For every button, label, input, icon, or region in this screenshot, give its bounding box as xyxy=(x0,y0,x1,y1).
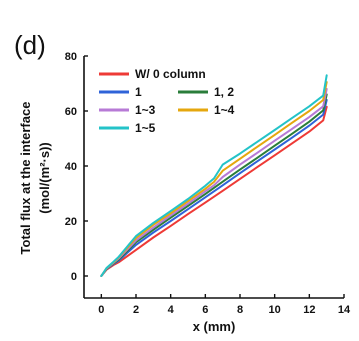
legend: W/ 0 column 1 1, 2 1~3 1~4 1~5 xyxy=(99,67,235,135)
series-layer xyxy=(100,74,328,277)
y-tick-label: 60 xyxy=(65,106,77,118)
x-axis-title: x (mm) xyxy=(193,319,236,334)
x-tick-label: 10 xyxy=(269,304,281,316)
legend-label-3: 1, 2 xyxy=(214,85,234,99)
y-axis-title-line2: (mol/(m²·s)) xyxy=(37,142,52,214)
y-tick-label: 20 xyxy=(65,216,77,228)
x-tick-label: 0 xyxy=(98,304,104,316)
x-tick-label: 12 xyxy=(303,304,315,316)
legend-label-6: 1~5 xyxy=(135,121,156,135)
legend-label-5: 1~4 xyxy=(214,103,235,117)
y-tick-label: 80 xyxy=(65,51,77,63)
legend-label-4: 1~3 xyxy=(135,103,156,117)
x-tick-label: 2 xyxy=(133,304,139,316)
y-tick-label: 40 xyxy=(65,161,77,173)
y-tick-label: 0 xyxy=(71,271,77,283)
axes xyxy=(83,56,344,299)
x-tick-label: 6 xyxy=(202,304,208,316)
ticks: 0 2 4 6 8 10 12 14 0 20 40 60 80 xyxy=(65,51,351,316)
y-axis-title-line1: Total flux at the interface xyxy=(18,102,33,255)
x-tick-label: 8 xyxy=(237,304,243,316)
series-line-6 xyxy=(100,74,328,277)
legend-label-2: 1 xyxy=(135,85,142,99)
panel-label: (d) xyxy=(14,30,46,60)
x-tick-label: 14 xyxy=(338,304,351,316)
series-line-1 xyxy=(100,105,328,277)
legend-label-1: W/ 0 column xyxy=(135,67,206,81)
x-tick-label: 4 xyxy=(168,304,175,316)
